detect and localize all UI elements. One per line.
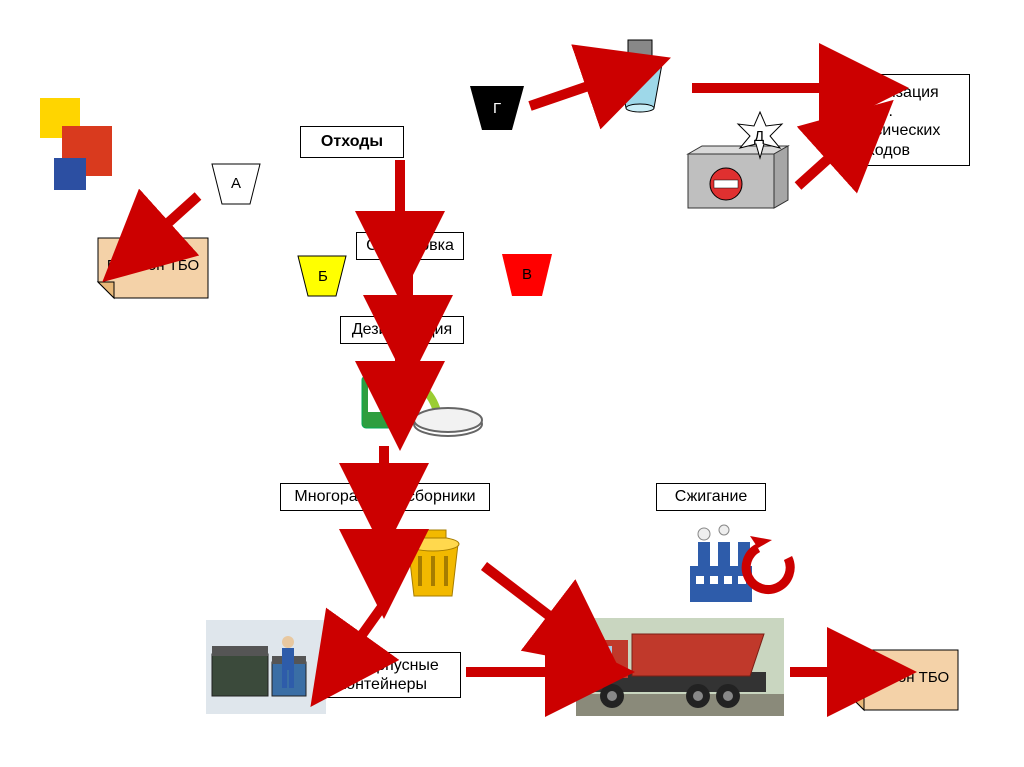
arrows-layer: [0, 0, 1024, 767]
